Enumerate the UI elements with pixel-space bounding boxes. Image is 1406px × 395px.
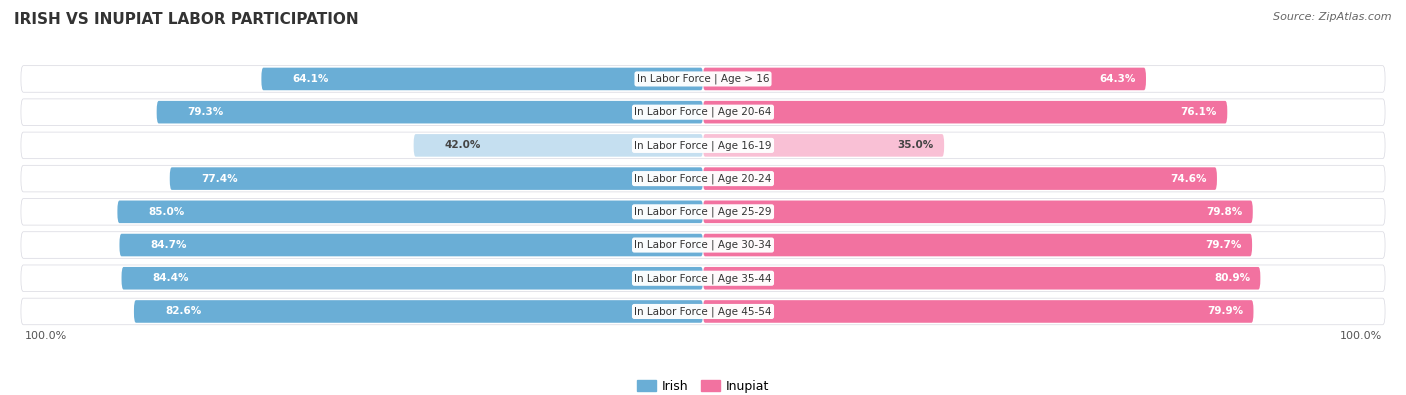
Text: 82.6%: 82.6%	[165, 307, 201, 316]
FancyBboxPatch shape	[703, 201, 1253, 223]
FancyBboxPatch shape	[413, 134, 703, 157]
Text: In Labor Force | Age 16-19: In Labor Force | Age 16-19	[634, 140, 772, 150]
Text: 64.3%: 64.3%	[1099, 74, 1136, 84]
FancyBboxPatch shape	[21, 298, 1385, 325]
Text: 79.9%: 79.9%	[1206, 307, 1243, 316]
Text: 84.4%: 84.4%	[152, 273, 188, 283]
FancyBboxPatch shape	[703, 101, 1227, 124]
Text: In Labor Force | Age 35-44: In Labor Force | Age 35-44	[634, 273, 772, 284]
Text: IRISH VS INUPIAT LABOR PARTICIPATION: IRISH VS INUPIAT LABOR PARTICIPATION	[14, 12, 359, 27]
FancyBboxPatch shape	[21, 166, 1385, 192]
Text: 100.0%: 100.0%	[24, 331, 66, 341]
FancyBboxPatch shape	[21, 199, 1385, 225]
Text: 100.0%: 100.0%	[1340, 331, 1382, 341]
Text: 42.0%: 42.0%	[444, 140, 481, 150]
Text: 77.4%: 77.4%	[201, 174, 238, 184]
Text: 79.3%: 79.3%	[187, 107, 224, 117]
FancyBboxPatch shape	[21, 66, 1385, 92]
FancyBboxPatch shape	[703, 167, 1218, 190]
Text: 74.6%: 74.6%	[1170, 174, 1206, 184]
Text: In Labor Force | Age 25-29: In Labor Force | Age 25-29	[634, 207, 772, 217]
Text: 85.0%: 85.0%	[149, 207, 184, 217]
FancyBboxPatch shape	[262, 68, 703, 90]
Text: In Labor Force | Age 30-34: In Labor Force | Age 30-34	[634, 240, 772, 250]
FancyBboxPatch shape	[21, 232, 1385, 258]
Text: 84.7%: 84.7%	[150, 240, 187, 250]
Text: 79.8%: 79.8%	[1206, 207, 1243, 217]
Text: 64.1%: 64.1%	[292, 74, 329, 84]
Text: In Labor Force | Age 45-54: In Labor Force | Age 45-54	[634, 306, 772, 317]
Text: 76.1%: 76.1%	[1181, 107, 1218, 117]
FancyBboxPatch shape	[703, 134, 945, 157]
FancyBboxPatch shape	[121, 267, 703, 290]
Text: In Labor Force | Age 20-24: In Labor Force | Age 20-24	[634, 173, 772, 184]
FancyBboxPatch shape	[120, 234, 703, 256]
FancyBboxPatch shape	[703, 300, 1254, 323]
Text: In Labor Force | Age > 16: In Labor Force | Age > 16	[637, 74, 769, 84]
FancyBboxPatch shape	[703, 267, 1260, 290]
Text: 35.0%: 35.0%	[897, 140, 934, 150]
FancyBboxPatch shape	[156, 101, 703, 124]
FancyBboxPatch shape	[21, 99, 1385, 126]
FancyBboxPatch shape	[118, 201, 703, 223]
FancyBboxPatch shape	[703, 234, 1253, 256]
FancyBboxPatch shape	[170, 167, 703, 190]
Text: 79.7%: 79.7%	[1205, 240, 1241, 250]
FancyBboxPatch shape	[21, 132, 1385, 159]
Text: 80.9%: 80.9%	[1213, 273, 1250, 283]
Legend: Irish, Inupiat: Irish, Inupiat	[631, 375, 775, 395]
Text: Source: ZipAtlas.com: Source: ZipAtlas.com	[1274, 12, 1392, 22]
FancyBboxPatch shape	[134, 300, 703, 323]
Text: In Labor Force | Age 20-64: In Labor Force | Age 20-64	[634, 107, 772, 117]
FancyBboxPatch shape	[21, 265, 1385, 292]
FancyBboxPatch shape	[703, 68, 1146, 90]
